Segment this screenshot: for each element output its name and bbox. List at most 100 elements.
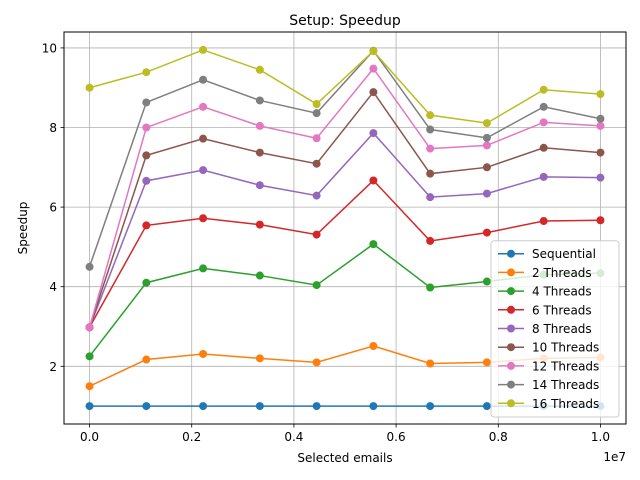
ticks: 0.0 0.2 0.4 0.6 0.8 1.0 2 4 6 8 10	[42, 41, 610, 444]
data-point	[369, 64, 378, 73]
data-point	[482, 119, 491, 128]
data-point	[312, 159, 321, 168]
data-point	[596, 114, 605, 123]
data-point	[142, 151, 151, 160]
y-axis-label: Speedup	[16, 202, 30, 255]
data-point	[369, 129, 378, 138]
data-point	[142, 355, 151, 364]
data-point	[142, 278, 151, 287]
data-point	[312, 100, 321, 109]
chart-title: Setup: Speedup	[289, 13, 401, 29]
data-point	[142, 123, 151, 132]
y-tick-label: 8	[49, 121, 57, 135]
data-point	[539, 85, 548, 94]
data-point	[255, 354, 264, 363]
data-point	[255, 121, 264, 130]
legend-marker	[507, 343, 515, 352]
series-line	[89, 49, 601, 124]
series-8-threads	[85, 129, 605, 332]
data-point	[596, 90, 605, 99]
data-point	[369, 402, 378, 411]
series-line	[88, 67, 601, 328]
data-point	[426, 402, 435, 411]
data-point	[426, 283, 435, 292]
data-point	[596, 148, 605, 157]
data-point	[199, 45, 208, 54]
data-point	[142, 68, 151, 77]
data-point	[255, 220, 264, 229]
data-point	[199, 75, 208, 84]
data-point	[369, 47, 378, 56]
data-point	[482, 133, 491, 142]
data-point	[482, 277, 491, 286]
legend-marker	[507, 361, 515, 370]
data-point	[199, 402, 208, 411]
data-point	[426, 144, 435, 153]
data-point	[312, 191, 321, 200]
legend-item: 6 Threads	[498, 303, 592, 317]
data-point	[85, 402, 94, 411]
series-line	[88, 179, 601, 328]
plot-frame	[63, 31, 627, 425]
data-point	[426, 169, 435, 178]
data-point	[369, 176, 378, 185]
data-point	[199, 264, 208, 273]
data-point	[539, 143, 548, 152]
data-point	[85, 352, 94, 361]
data-point	[312, 109, 321, 118]
data-point	[369, 341, 378, 350]
legend-item: 10 Threads	[498, 341, 599, 355]
legend-label: 2 Threads	[532, 266, 592, 280]
legend-item: Sequential	[498, 247, 596, 261]
legend-label: 4 Threads	[532, 285, 592, 299]
data-point	[255, 402, 264, 411]
data-point	[596, 173, 605, 182]
data-point	[482, 402, 491, 411]
legend-label: 6 Threads	[532, 303, 592, 317]
data-point	[85, 83, 94, 92]
data-point	[482, 163, 491, 172]
series-line	[88, 131, 601, 328]
data-point	[255, 271, 264, 280]
data-point	[426, 236, 435, 245]
legend-marker	[507, 399, 515, 408]
data-point	[255, 181, 264, 190]
y-tick-label: 10	[42, 41, 57, 55]
data-point	[199, 134, 208, 143]
data-point	[312, 358, 321, 367]
legend-label: 14 Threads	[532, 378, 599, 392]
data-point	[85, 382, 94, 391]
data-point	[199, 166, 208, 175]
legend-item: 8 Threads	[498, 322, 592, 336]
data-point	[255, 65, 264, 74]
legend-marker	[507, 305, 515, 314]
data-point	[199, 102, 208, 111]
data-point	[539, 102, 548, 111]
legend-marker	[507, 324, 515, 333]
data-point	[312, 402, 321, 411]
data-point	[199, 349, 208, 358]
y-tick-label: 4	[49, 280, 57, 294]
legend-item: 2 Threads	[498, 266, 592, 280]
series-line	[88, 90, 601, 328]
data-point	[596, 216, 605, 225]
data-point	[539, 217, 548, 226]
data-point	[426, 125, 435, 134]
x-tick-label: 0.6	[387, 430, 406, 444]
data-point	[539, 118, 548, 127]
legend-marker	[507, 268, 515, 277]
data-point	[426, 111, 435, 120]
data-point	[312, 134, 321, 143]
legend-box	[490, 240, 620, 418]
legend: Sequential 2 Threads 4 Threads 6 Threads 8 T…	[490, 240, 620, 418]
data-point	[482, 189, 491, 198]
x-tick-label: 0.8	[489, 430, 508, 444]
data-point	[199, 214, 208, 223]
legend-label: 12 Threads	[532, 359, 599, 373]
data-point	[85, 262, 94, 271]
x-tick-label: 1.0	[591, 430, 610, 444]
data-point	[312, 281, 321, 290]
legend-marker	[507, 287, 515, 296]
